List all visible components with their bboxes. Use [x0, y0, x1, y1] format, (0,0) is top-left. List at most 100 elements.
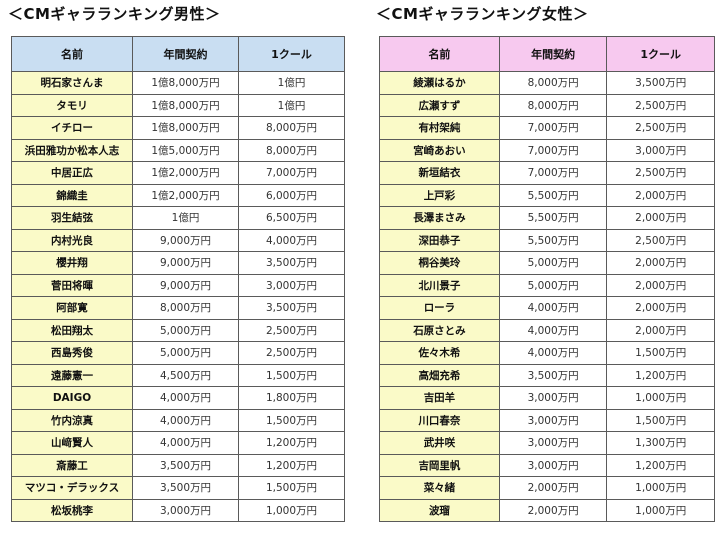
cell-name: 吉田羊	[379, 386, 500, 410]
cell-annual-contract: 7,000万円	[498, 116, 608, 140]
male-ranking-title: ＜CMギャラランキング男性＞	[8, 5, 221, 23]
cell-annual-contract: 8,000万円	[498, 71, 608, 95]
cell-name: 菅田将暉	[11, 273, 133, 297]
female-ranking-table: 名前 年間契約 1クール 綾瀬はるか 8,000万円 3,500万円 広瀬すず 8,00…	[379, 36, 715, 522]
table-row: 羽生結弦 1億円 6,500万円	[11, 206, 345, 230]
cell-one-cool: 1,200万円	[238, 431, 345, 455]
table-row: 北川景子 5,000万円 2,000万円	[379, 273, 715, 297]
cell-one-cool: 1,500万円	[238, 476, 345, 500]
cell-one-cool: 3,500万円	[238, 296, 345, 320]
cell-one-cool: 2,000万円	[606, 273, 715, 297]
cell-name: 宮崎あおい	[379, 138, 500, 162]
cell-annual-contract: 5,000万円	[132, 318, 239, 342]
table-row: 長澤まさみ 5,500万円 2,000万円	[379, 206, 715, 230]
cell-annual-contract: 3,000万円	[498, 431, 608, 455]
cell-one-cool: 2,000万円	[606, 296, 715, 320]
female-header-name: 名前	[379, 36, 500, 72]
female-ranking-title: ＜CMギャラランキング女性＞	[376, 5, 589, 23]
cell-name: 中居正広	[11, 161, 133, 185]
table-row: 有村架純 7,000万円 2,500万円	[379, 116, 715, 140]
female-header-cool: 1クール	[606, 36, 715, 72]
cell-one-cool: 6,000万円	[238, 183, 345, 207]
cell-annual-contract: 4,500万円	[132, 363, 239, 387]
cell-name: 斎藤工	[11, 453, 133, 477]
cell-one-cool: 7,000万円	[238, 161, 345, 185]
cell-annual-contract: 3,000万円	[498, 386, 608, 410]
cell-annual-contract: 8,000万円	[498, 93, 608, 117]
male-ranking-panel: ＜CMギャラランキング男性＞ 名前 年間契約 1クール 明石家さんま 1億8,00…	[8, 0, 345, 522]
cell-name: 松坂桃李	[11, 498, 133, 522]
cell-annual-contract: 9,000万円	[132, 273, 239, 297]
male-header-name: 名前	[11, 36, 133, 72]
table-row: 菅田将暉 9,000万円 3,000万円	[11, 273, 345, 297]
cell-annual-contract: 9,000万円	[132, 251, 239, 275]
table-row: 中居正広 1億2,000万円 7,000万円	[11, 161, 345, 185]
cell-name: 竹内涼真	[11, 408, 133, 432]
cell-annual-contract: 3,500万円	[132, 453, 239, 477]
cell-annual-contract: 3,500万円	[498, 363, 608, 387]
female-header-annual: 年間契約	[498, 36, 608, 72]
cell-one-cool: 2,500万円	[238, 318, 345, 342]
cell-name: タモリ	[11, 93, 133, 117]
cell-one-cool: 2,000万円	[606, 183, 715, 207]
cell-annual-contract: 5,000万円	[498, 273, 608, 297]
cell-annual-contract: 8,000万円	[132, 296, 239, 320]
cell-annual-contract: 3,000万円	[498, 408, 608, 432]
cell-name: 西島秀俊	[11, 341, 133, 365]
cell-name: 錦織圭	[11, 183, 133, 207]
cell-annual-contract: 1億8,000万円	[132, 116, 239, 140]
table-row: ローラ 4,000万円 2,000万円	[379, 296, 715, 320]
cell-annual-contract: 4,000万円	[498, 318, 608, 342]
cell-one-cool: 1,300万円	[606, 431, 715, 455]
cell-one-cool: 2,000万円	[606, 251, 715, 275]
cell-annual-contract: 4,000万円	[132, 386, 239, 410]
cell-annual-contract: 5,500万円	[498, 183, 608, 207]
cell-name: 高畑充希	[379, 363, 500, 387]
cell-name: 内村光良	[11, 228, 133, 252]
cell-name: 長澤まさみ	[379, 206, 500, 230]
cell-annual-contract: 1億2,000万円	[132, 183, 239, 207]
female-table-body: 綾瀬はるか 8,000万円 3,500万円 広瀬すず 8,000万円 2,500万円 有村架…	[379, 71, 715, 522]
table-row: タモリ 1億8,000万円 1億円	[11, 93, 345, 117]
cell-annual-contract: 1億2,000万円	[132, 161, 239, 185]
table-row: 錦織圭 1億2,000万円 6,000万円	[11, 183, 345, 207]
cell-name: 佐々木希	[379, 341, 500, 365]
cell-name: マツコ・デラックス	[11, 476, 133, 500]
table-row: 新垣結衣 7,000万円 2,500万円	[379, 161, 715, 185]
cell-one-cool: 2,500万円	[606, 116, 715, 140]
male-table-header-row: 名前 年間契約 1クール	[11, 36, 345, 72]
cell-one-cool: 8,000万円	[238, 138, 345, 162]
cell-one-cool: 1,500万円	[606, 408, 715, 432]
cell-name: 櫻井翔	[11, 251, 133, 275]
cell-annual-contract: 1億8,000万円	[132, 71, 239, 95]
cell-annual-contract: 1億8,000万円	[132, 93, 239, 117]
cell-annual-contract: 7,000万円	[498, 161, 608, 185]
table-row: 高畑充希 3,500万円 1,200万円	[379, 363, 715, 387]
table-row: 阿部寛 8,000万円 3,500万円	[11, 296, 345, 320]
cell-one-cool: 3,500万円	[238, 251, 345, 275]
cell-name: 有村架純	[379, 116, 500, 140]
cell-one-cool: 2,500万円	[606, 161, 715, 185]
cell-one-cool: 1,500万円	[238, 363, 345, 387]
table-row: 浜田雅功か松本人志 1億5,000万円 8,000万円	[11, 138, 345, 162]
cell-one-cool: 6,500万円	[238, 206, 345, 230]
cell-name: 綾瀬はるか	[379, 71, 500, 95]
cell-one-cool: 8,000万円	[238, 116, 345, 140]
cell-one-cool: 1,200万円	[606, 363, 715, 387]
cell-name: 遠藤憲一	[11, 363, 133, 387]
cell-name: DAIGO	[11, 386, 133, 410]
table-row: 波瑠 2,000万円 1,000万円	[379, 498, 715, 522]
male-header-annual: 年間契約	[132, 36, 239, 72]
cell-one-cool: 3,500万円	[606, 71, 715, 95]
cell-name: 武井咲	[379, 431, 500, 455]
table-row: 桐谷美玲 5,000万円 2,000万円	[379, 251, 715, 275]
table-row: 松坂桃李 3,000万円 1,000万円	[11, 498, 345, 522]
cell-name: 波瑠	[379, 498, 500, 522]
table-row: 上戸彩 5,500万円 2,000万円	[379, 183, 715, 207]
table-row: 武井咲 3,000万円 1,300万円	[379, 431, 715, 455]
cell-one-cool: 2,000万円	[606, 206, 715, 230]
cell-annual-contract: 4,000万円	[132, 431, 239, 455]
cell-name: 川口春奈	[379, 408, 500, 432]
cell-name: 松田翔太	[11, 318, 133, 342]
cell-one-cool: 3,000万円	[606, 138, 715, 162]
